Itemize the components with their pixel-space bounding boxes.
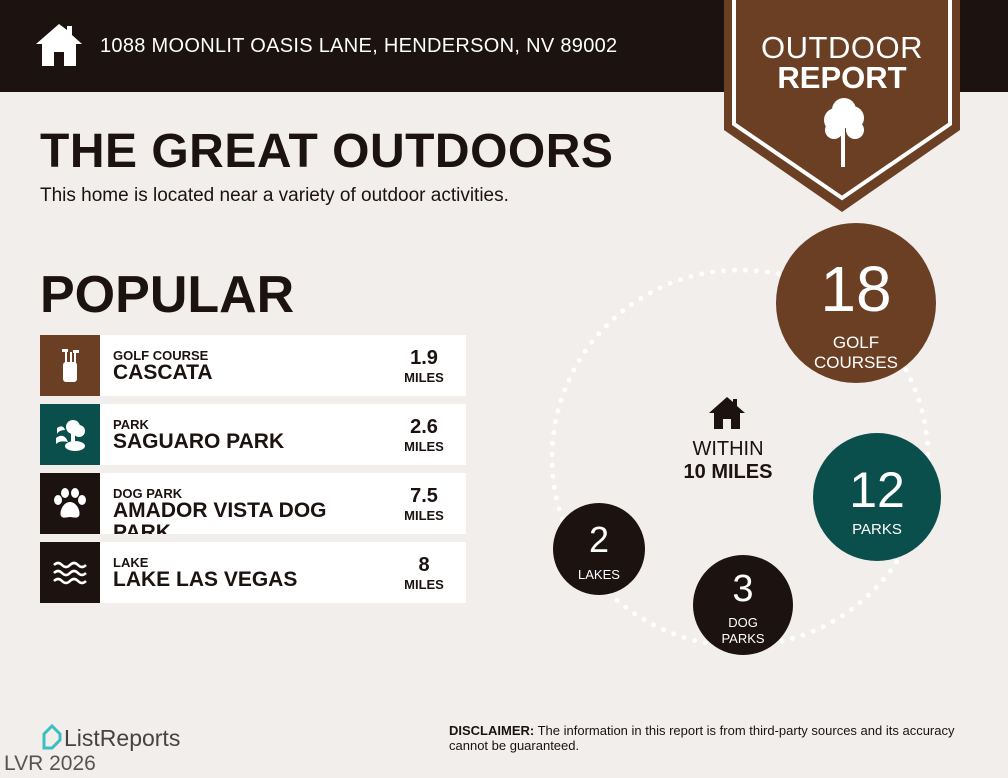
item-category: LAKE (113, 555, 149, 570)
dog-parks-count-circle: 3 DOG PARKS (693, 555, 793, 655)
item-distance: 1.9 (410, 347, 438, 369)
item-category: PARK (113, 417, 149, 432)
tree-icon (824, 98, 864, 167)
item-name: LAKE LAS VEGAS (113, 568, 298, 591)
item-distance: 7.5 (410, 485, 438, 507)
dog-label-2: PARKS (721, 630, 765, 646)
listreports-logo: ListReports (40, 723, 181, 752)
disclaimer: DISCLAIMER: The information in this repo… (449, 723, 989, 753)
watermark: LVR 2026 (4, 752, 96, 775)
paw-icon (40, 473, 100, 534)
parks-count: 12 (849, 462, 905, 518)
home-icon (709, 397, 745, 429)
golf-label-2: COURSES (813, 353, 899, 373)
home-icon (36, 24, 82, 66)
item-category: GOLF COURSE (113, 348, 209, 363)
golf-count: 18 (820, 253, 892, 325)
item-name: CASCATA (113, 361, 213, 384)
item-distance: 2.6 (410, 416, 438, 438)
list-item: LAKE LAKE LAS VEGAS 8 MILES (40, 542, 466, 603)
item-distance-unit: MILES (404, 577, 444, 592)
park-tree-icon (40, 404, 100, 465)
disclaimer-label: DISCLAIMER: (449, 723, 535, 738)
page-title: THE GREAT OUTDOORS (40, 125, 614, 178)
golf-bag-icon (40, 335, 100, 396)
dog-count: 3 (732, 568, 754, 610)
badge-title-line1: OUTDOOR (761, 30, 923, 65)
outdoor-report-badge (724, 0, 960, 212)
lakes-count-circle: 2 LAKES (553, 503, 645, 595)
waves-icon (40, 542, 100, 603)
logo-text: ListReports (64, 725, 181, 751)
parks-count-circle: 12 PARKS (813, 433, 941, 561)
list-item: PARK SAGUARO PARK 2.6 MILES (40, 404, 466, 465)
property-address: 1088 MOONLIT OASIS LANE, HENDERSON, NV 8… (100, 35, 618, 57)
within-text: WITHIN (692, 438, 764, 460)
parks-label: PARKS (852, 521, 902, 538)
within-distance: 10 MILES (683, 461, 773, 483)
dog-label-1: DOG (728, 615, 758, 630)
list-item: GOLF COURSE CASCATA 1.9 MILES (40, 335, 466, 396)
lakes-label: LAKES (578, 567, 620, 582)
within-radius-label: WITHIN 10 MILES (668, 438, 788, 484)
item-name: SAGUARO PARK (113, 430, 285, 453)
item-name: AMADOR VISTA DOG PARK (113, 499, 327, 535)
item-distance-unit: MILES (404, 508, 444, 523)
item-distance-unit: MILES (404, 439, 444, 454)
item-category: DOG PARK (113, 486, 183, 501)
item-distance: 8 (418, 554, 430, 576)
list-item: DOG PARK AMADOR VISTA DOG PARK 7.5 MILES (40, 473, 466, 534)
page-subtitle: This home is located near a variety of o… (40, 185, 509, 206)
popular-heading: POPULAR (40, 266, 295, 324)
logo-icon (42, 723, 62, 750)
golf-courses-count-circle: 18 GOLF COURSES (776, 223, 936, 383)
item-distance-unit: MILES (404, 370, 444, 385)
golf-label-1: GOLF (832, 333, 880, 352)
lakes-count: 2 (588, 519, 610, 560)
disclaimer-text: The information in this report is from t… (449, 723, 955, 753)
badge-title-line2: REPORT (777, 60, 907, 95)
